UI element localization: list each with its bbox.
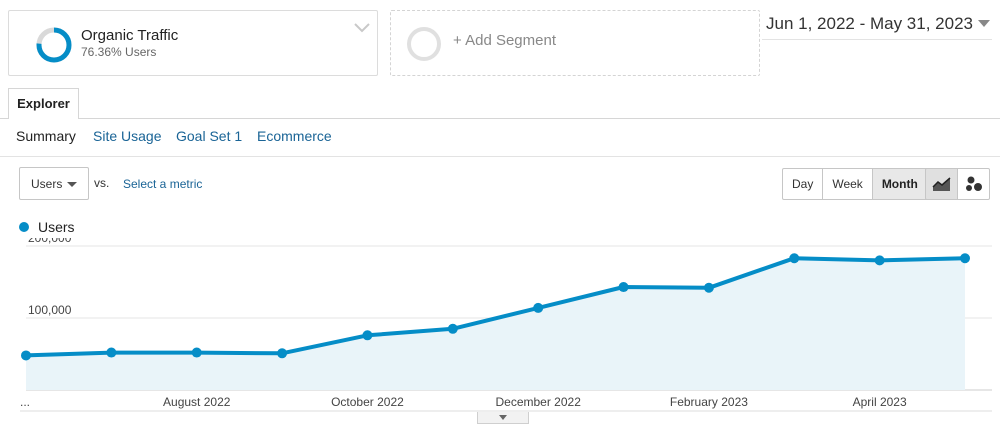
data-point[interactable] [789,253,800,264]
period-month-button[interactable]: Month [871,168,928,200]
add-segment-button[interactable]: + Add Segment [390,10,760,76]
subnav-ecommerce[interactable]: Ecommerce [257,128,332,144]
x-tick-label: October 2022 [331,395,404,409]
x-tick-label: ... [20,395,30,409]
data-point[interactable] [106,347,117,358]
series-line-users [25,256,966,358]
users-area-chart: 100,000 200,000... August 2022 October 2022… [20,238,992,412]
chart-type-toggle [925,168,990,200]
caret-down-icon [499,415,507,420]
period-week-button[interactable]: Week [822,168,873,200]
add-segment-label: + Add Segment [453,32,556,49]
vs-label: vs. [94,176,110,190]
data-point[interactable] [447,323,458,334]
data-point[interactable] [960,253,970,264]
data-point[interactable] [362,330,373,341]
line-chart-button[interactable] [925,168,958,200]
area-fill [26,258,965,390]
date-range-label: Jun 1, 2022 - May 31, 2023 [766,14,973,33]
motion-chart-icon [965,176,982,191]
data-point[interactable] [874,255,885,266]
caret-down-icon [978,20,990,27]
segment-donut-icon [36,27,72,63]
chart-scroll-handle[interactable] [477,412,529,424]
chevron-down-icon[interactable] [353,21,371,35]
subnav-divider [0,156,1000,157]
motion-chart-button[interactable] [957,168,990,200]
empty-segment-ring-icon [407,27,441,61]
select-metric-link[interactable]: Select a metric [123,177,203,191]
subnav-goal-set-1[interactable]: Goal Set 1 [176,128,243,144]
subnav-summary[interactable]: Summary [16,128,76,144]
metric-select-value: Users [31,177,63,191]
y-tick-label: 200,000 [28,238,72,245]
period-toggle: Day Week Month [782,168,928,200]
data-point[interactable] [703,282,714,293]
segment-subtitle: 76.36% Users [81,45,157,59]
x-tick-label: December 2022 [495,395,581,409]
tab-explorer[interactable]: Explorer [8,88,79,119]
segment-card-organic-traffic[interactable]: Organic Traffic 76.36% Users [8,10,378,76]
tab-divider [0,118,1000,119]
data-point[interactable] [191,347,202,358]
x-tick-label: August 2022 [163,395,231,409]
data-point[interactable] [277,348,288,359]
subnav-site-usage[interactable]: Site Usage [93,128,162,144]
metric-select[interactable]: Users [19,167,89,200]
x-tick-label: February 2023 [670,395,748,409]
data-point[interactable] [21,350,31,361]
legend-label: Users [38,219,75,235]
x-tick-label: April 2023 [853,395,907,409]
y-tick-label: 100,000 [28,303,72,317]
data-point[interactable] [618,282,629,293]
period-day-button[interactable]: Day [782,168,824,200]
segment-title: Organic Traffic [81,27,179,44]
legend-dot [19,222,29,232]
line-chart-icon [931,177,950,191]
caret-down-icon [67,182,77,187]
explorer-subnav: Summary Site Usage Goal Set 1 Ecommerce [0,128,1000,156]
date-range-picker[interactable]: Jun 1, 2022 - May 31, 2023 [762,10,992,40]
data-point[interactable] [533,302,544,313]
